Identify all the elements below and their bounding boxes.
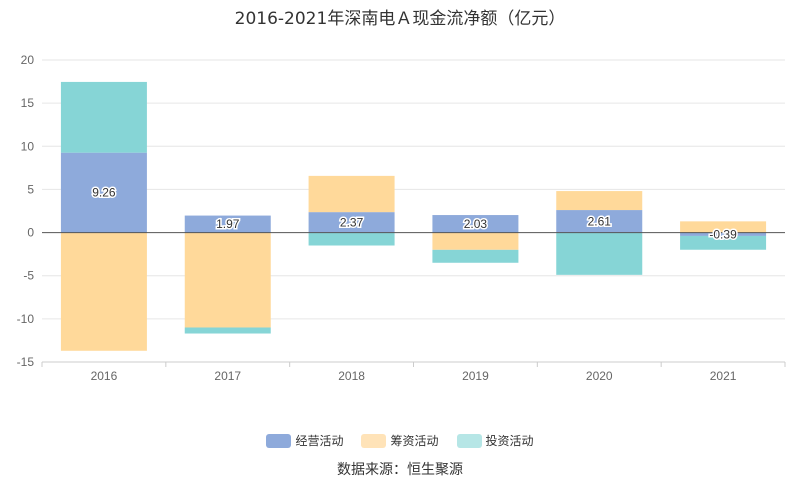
bar-segment-operating <box>432 215 519 233</box>
legend-label: 筹资活动 <box>390 434 439 448</box>
legend-label: 经营活动 <box>295 434 344 448</box>
x-tick-label: 2021 <box>710 369 737 383</box>
x-tick-label: 2019 <box>462 369 489 383</box>
chart-legend: 经营活动 筹资活动 投资活动 <box>0 432 800 449</box>
y-tick-label: 10 <box>21 139 35 153</box>
bar-segment-operating <box>184 215 271 233</box>
x-tick-label: 2018 <box>338 369 365 383</box>
bar-segment-investing <box>432 249 519 263</box>
bar-segment-financing <box>308 175 395 213</box>
data-label: 2.37 <box>340 215 364 229</box>
bar-segment-investing <box>680 235 767 250</box>
legend-item[interactable]: 投资活动 <box>456 432 534 449</box>
y-tick-label: -5 <box>23 269 34 283</box>
y-tick-label: -15 <box>17 355 35 369</box>
data-label: 9.26 <box>92 186 116 200</box>
bar-segment-investing <box>60 81 147 153</box>
y-tick-label: -10 <box>17 312 35 326</box>
legend-item[interactable]: 经营活动 <box>266 432 343 449</box>
y-tick-label: 20 <box>21 53 35 67</box>
data-label: 2.61 <box>588 214 612 228</box>
legend-swatch <box>456 433 482 448</box>
x-tick-label: 2016 <box>91 369 118 383</box>
data-label: -0.39 <box>709 227 737 241</box>
legend-label: 投资活动 <box>485 434 534 448</box>
bar-segment-investing <box>308 232 395 246</box>
bar-segment-operating <box>680 232 767 236</box>
x-tick-label: 2020 <box>586 369 613 383</box>
y-tick-label: 0 <box>27 226 34 240</box>
legend-swatch <box>361 433 387 448</box>
bar-segment-financing <box>556 191 643 211</box>
y-tick-label: 15 <box>21 96 35 110</box>
chart-title: 2016-2021年深南电Ａ现金流净额（亿元） <box>234 9 566 29</box>
bar-segment-financing <box>432 232 519 250</box>
bar-segment-financing <box>184 232 271 328</box>
legend-item[interactable]: 筹资活动 <box>361 432 439 449</box>
stacked-bar-chart: 20 15 10 5 0 -5 -10 -15 2016 2017 2018 2019 2020 2021… <box>17 53 786 383</box>
bar-segment-financing <box>60 232 147 351</box>
y-tick-label: 5 <box>27 182 34 196</box>
bar-segment-operating <box>308 212 395 233</box>
data-label: 1.97 <box>216 217 240 231</box>
bar-segment-investing <box>556 232 643 275</box>
bar-segment-operating <box>60 152 147 233</box>
legend-swatch <box>266 433 292 448</box>
bar-segment-operating <box>556 210 643 233</box>
source-note: 数据来源：恒生聚源 <box>337 462 463 478</box>
bar-segment-investing <box>184 327 271 334</box>
data-label: 2.03 <box>464 217 488 231</box>
bar-segment-financing <box>680 221 767 233</box>
x-tick-label: 2017 <box>214 369 241 383</box>
